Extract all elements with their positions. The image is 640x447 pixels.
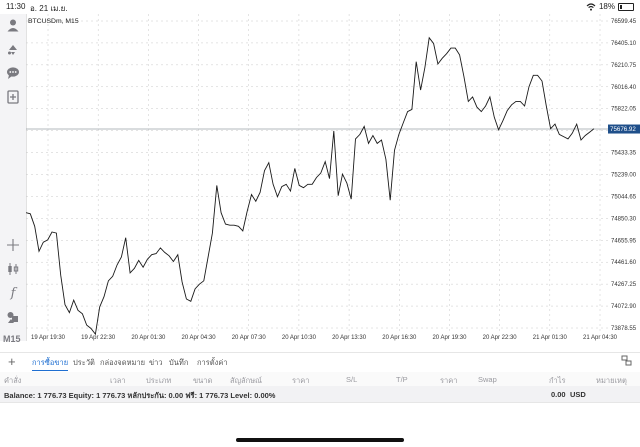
col-tp[interactable]: T/P xyxy=(396,375,408,384)
status-bar: 11:30 อ. 21 เม.ย. 18% xyxy=(0,0,640,14)
y-tick-label: 76599.45 xyxy=(611,19,637,25)
battery-icon xyxy=(618,2,634,11)
y-tick-label: 76405.10 xyxy=(611,41,637,47)
y-tick-label: 74655.95 xyxy=(611,238,637,244)
y-tick-label: 75044.65 xyxy=(611,194,637,200)
y-axis-ticks: 76599.45 76405.10 76210.75 76016.40 75822.05… xyxy=(611,19,637,332)
x-tick-label: 21 Apr 04:30 xyxy=(583,335,618,341)
y-tick-label: 74461.60 xyxy=(611,260,637,266)
terminal-tabs: + การซื้อขาย ประวัติ กล่องจดหมาย ข่าว บั… xyxy=(0,352,640,371)
timeframe-label[interactable]: M15 xyxy=(3,334,21,344)
col-order[interactable]: คำสั่ง xyxy=(4,376,22,385)
col-time[interactable]: เวลา xyxy=(110,376,126,385)
x-tick-label: 20 Apr 04:30 xyxy=(182,335,217,341)
tab-news[interactable]: ข่าว xyxy=(149,358,163,367)
x-tick-label: 20 Apr 13:30 xyxy=(332,335,367,341)
x-tick-label: 20 Apr 01:30 xyxy=(131,335,166,341)
tab-journal[interactable]: บันทึก xyxy=(169,358,189,367)
status-right: 18% xyxy=(586,2,634,11)
symbol-label: BTCUSDm, M15 xyxy=(28,18,79,25)
balance-text: Balance: 1 776.73 Equity: 1 776.73 หลักป… xyxy=(4,391,276,400)
tab-trade[interactable]: การซื้อขาย xyxy=(32,357,69,371)
function-icon[interactable]: f xyxy=(10,285,16,301)
account-currency: USD xyxy=(570,390,586,399)
status-date: อ. 21 เม.ย. xyxy=(30,4,68,13)
col-comment[interactable]: หมายเหตุ xyxy=(596,376,627,385)
col-current-price[interactable]: ราคา xyxy=(440,376,458,385)
col-symbol[interactable]: สัญลักษณ์ xyxy=(230,376,263,385)
current-price-tag: 75676.92 xyxy=(608,124,640,134)
crosshair-icon[interactable] xyxy=(4,236,22,254)
y-tick-label: 74267.25 xyxy=(611,282,637,288)
current-price-label: 75676.92 xyxy=(610,126,636,133)
tab-settings[interactable]: การตั้งค่า xyxy=(197,358,228,367)
tab-history[interactable]: ประวัติ xyxy=(73,358,95,367)
trade-icon[interactable] xyxy=(4,40,22,58)
y-tick-label: 74850.30 xyxy=(611,216,637,222)
x-tick-label: 20 Apr 19:30 xyxy=(432,335,467,341)
battery-percent: 18% xyxy=(598,2,615,11)
chart-grid xyxy=(26,14,608,332)
user-icon[interactable] xyxy=(4,16,22,34)
wifi-icon xyxy=(586,2,596,11)
col-size[interactable]: ขนาด xyxy=(193,376,213,385)
new-order-icon[interactable] xyxy=(4,88,22,106)
y-tick-label: 74072.90 xyxy=(611,304,637,310)
x-tick-label: 20 Apr 22:30 xyxy=(483,335,518,341)
y-tick-label: 73878.55 xyxy=(611,326,637,332)
price-series xyxy=(25,36,595,336)
chat-icon[interactable] xyxy=(4,64,22,82)
status-time: 11:30 xyxy=(6,2,26,11)
col-type[interactable]: ประเภท xyxy=(146,376,172,385)
x-tick-label: 21 Apr 01:30 xyxy=(533,335,568,341)
chart-canvas[interactable]: 19 Apr 19:30 19 Apr 22:30 20 Apr 01:30 20 A… xyxy=(25,14,640,341)
x-tick-label: 19 Apr 19:30 xyxy=(31,335,66,341)
y-tick-label: 76016.40 xyxy=(611,85,637,91)
col-swap[interactable]: Swap xyxy=(478,375,497,384)
objects-icon[interactable] xyxy=(4,308,22,326)
col-price[interactable]: ราคา xyxy=(292,376,310,385)
tab-mailbox[interactable]: กล่องจดหมาย xyxy=(100,358,146,367)
orders-table-header: คำสั่ง เวลา ประเภท ขนาด สัญลักษณ์ ราคา S… xyxy=(0,372,640,387)
y-tick-label: 75433.35 xyxy=(611,151,637,157)
col-sl[interactable]: S/L xyxy=(346,375,358,384)
x-tick-label: 20 Apr 16:30 xyxy=(382,335,417,341)
x-axis-ticks: 19 Apr 19:30 19 Apr 22:30 20 Apr 01:30 20 A… xyxy=(31,335,618,341)
home-indicator xyxy=(236,438,404,442)
price-chart[interactable]: 19 Apr 19:30 19 Apr 22:30 20 Apr 01:30 20 A… xyxy=(25,14,640,341)
left-toolbar: f M15 xyxy=(0,14,27,344)
x-tick-label: 20 Apr 10:30 xyxy=(282,335,317,341)
y-tick-label: 76210.75 xyxy=(611,63,637,69)
balance-row: Balance: 1 776.73 Equity: 1 776.73 หลักป… xyxy=(0,386,640,403)
col-profit[interactable]: กำไร xyxy=(549,376,566,385)
y-tick-label: 75822.05 xyxy=(611,107,637,113)
y-tick-label: 75239.00 xyxy=(611,173,637,179)
total-profit: 0.00 xyxy=(551,390,566,399)
add-icon[interactable]: + xyxy=(8,354,16,369)
layout-icon[interactable] xyxy=(621,355,632,369)
x-tick-label: 20 Apr 07:30 xyxy=(232,335,267,341)
x-tick-label: 19 Apr 22:30 xyxy=(81,335,116,341)
candle-type-icon[interactable] xyxy=(4,260,22,278)
